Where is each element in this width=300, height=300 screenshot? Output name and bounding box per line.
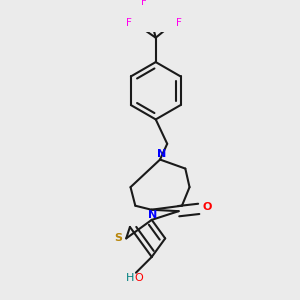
Text: O: O	[202, 202, 212, 212]
Text: F: F	[141, 0, 147, 8]
Text: N: N	[157, 149, 166, 159]
Text: N: N	[148, 210, 158, 220]
Text: F: F	[126, 17, 132, 28]
Text: H: H	[125, 273, 134, 283]
Text: F: F	[176, 17, 182, 28]
Text: S: S	[114, 233, 122, 243]
Text: O: O	[134, 273, 143, 283]
